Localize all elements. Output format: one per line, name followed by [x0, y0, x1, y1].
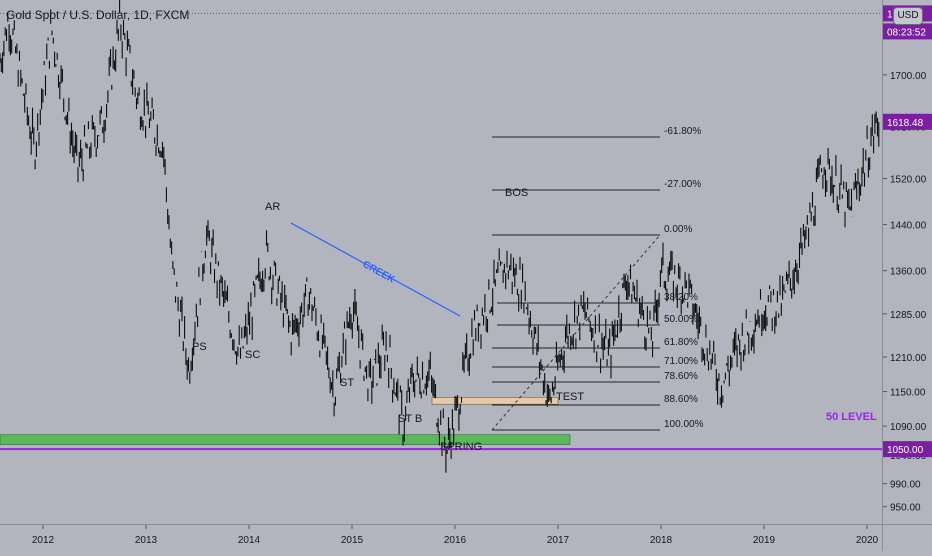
level-price-tag: 1050.00: [887, 445, 924, 456]
level-50-label: 50 LEVEL: [826, 411, 877, 423]
price-tick-label: 1090.00: [890, 422, 927, 433]
support-zone: [0, 434, 571, 445]
price-tick-label: 1360.00: [890, 267, 927, 278]
fib-level-label: 61.80%: [664, 337, 698, 348]
creek-label: CREEK: [361, 259, 398, 286]
fib-level-label: 78.60%: [664, 371, 698, 382]
time-tick-label: 2020: [856, 535, 879, 546]
bos-label: BOS: [505, 187, 528, 199]
time-tick-label: 2016: [444, 535, 467, 546]
price-series: [0, 0, 880, 473]
sc-label: SC: [245, 349, 260, 361]
price-tick-label: 1440.00: [890, 221, 927, 232]
fib-trend-line: [491, 234, 661, 431]
ps-label: PS: [192, 341, 207, 353]
fib-level-label: -61.80%: [664, 126, 701, 137]
time-tick-label: 2014: [238, 535, 261, 546]
time-tick-label: 2013: [135, 535, 158, 546]
fib-level-label: 100.00%: [664, 419, 704, 430]
price-tick-label: 990.00: [890, 480, 921, 491]
fib-level-label: 38.20%: [664, 292, 698, 303]
fib-level-label: 0.00%: [664, 224, 692, 235]
price-tick-label: 1285.00: [890, 310, 927, 321]
axis-corner: [882, 524, 932, 551]
test-label: TEST: [556, 391, 584, 403]
price-tick-label: 1520.00: [890, 175, 927, 186]
chart-area[interactable]: CREEK -61.80% -27.00% 0.00% 38.20% 50.00% 61.…: [0, 0, 882, 524]
current-price-tag: 1618.48: [887, 118, 924, 129]
time-tick-label: 2015: [341, 535, 364, 546]
currency-button[interactable]: USD: [893, 7, 923, 25]
price-tick-label: 1150.00: [890, 388, 926, 399]
price-chart[interactable]: CREEK -61.80% -27.00% 0.00% 38.20% 50.00% 61.…: [0, 0, 882, 524]
fib-level-label: 88.60%: [664, 394, 698, 405]
countdown-tag: 08:23:52: [887, 27, 926, 38]
spring-label: SPRING: [440, 441, 482, 453]
symbol-title: Gold Spot / U.S. Dollar, 1D, FXCM: [6, 8, 190, 22]
price-tick-label: 1700.00: [890, 71, 927, 82]
fibonacci-tool[interactable]: -61.80% -27.00% 0.00% 38.20% 50.00% 61.80% 71.…: [491, 126, 704, 431]
st-b-label: ST B: [398, 413, 422, 425]
st-label: ST: [340, 377, 354, 389]
price-axis[interactable]: 1780.001700.001610.001520.001440.001360.…: [882, 0, 932, 524]
fib-level-label: 50.00%: [664, 314, 698, 325]
creek-line: [290, 222, 461, 317]
ar-label: AR: [265, 201, 280, 213]
time-tick-label: 2012: [32, 535, 55, 546]
fib-level-label: -27.00%: [664, 179, 701, 190]
test-zone: [431, 397, 559, 405]
time-tick-label: 2017: [547, 535, 570, 546]
level-price-tag-bg: [883, 441, 932, 458]
time-tick-label: 2018: [650, 535, 673, 546]
time-axis[interactable]: 2012 2013 2014 2015 2016 2017 2018 2019 2020: [0, 524, 882, 551]
fib-level-label: 71.00%: [664, 356, 698, 367]
time-tick-label: 2019: [753, 535, 776, 546]
current-price-tag-bg: [883, 113, 932, 130]
countdown-tag-bg: [883, 23, 932, 40]
price-tick-label: 950.00: [890, 503, 921, 514]
price-tick-label: 1210.00: [890, 353, 927, 364]
